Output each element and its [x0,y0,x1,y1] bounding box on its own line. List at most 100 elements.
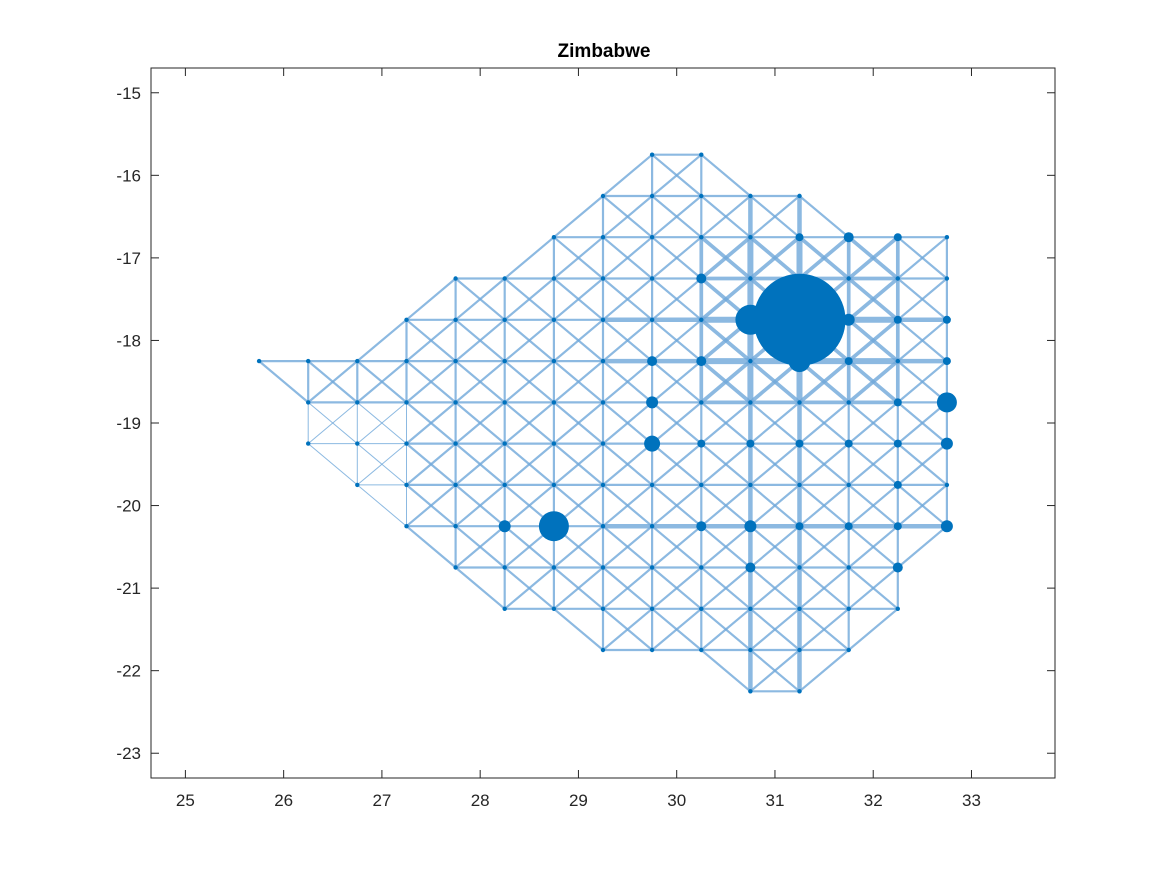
network-edge [601,442,654,486]
network-edge [650,483,703,528]
network-node [649,482,655,488]
network-node [797,689,802,694]
network-node [551,235,557,240]
x-tick-label: 29 [569,791,588,810]
network-edge [650,525,703,569]
network-node [502,441,507,446]
network-node [649,565,655,570]
network-node [355,400,360,405]
network-edge [601,360,654,404]
network-node [502,482,507,488]
network-edges [258,153,950,694]
network-node [551,482,557,488]
network-edge [405,360,457,404]
y-tick-label: -15 [116,84,141,103]
network-edge [552,194,605,239]
network-node [649,235,655,240]
network-node [502,565,507,570]
network-node [748,235,753,240]
network-node [699,400,704,405]
network-node [893,439,902,448]
network-node [355,482,360,488]
network-node [699,565,704,570]
network-node [846,606,851,611]
network-node [649,152,655,157]
network-node [843,232,854,243]
network-edge [650,442,703,486]
network-node [795,439,804,448]
network-edge [749,194,801,239]
network-node [844,439,853,448]
network-edge [601,525,654,569]
network-node [699,193,704,199]
network-edge [700,194,752,239]
network-node [797,606,802,611]
network-node [846,276,851,281]
network-node [893,398,902,407]
network-edge [601,483,654,528]
network-edge [454,566,506,610]
network-node [649,524,655,529]
network-edge [699,235,753,281]
network-node [795,522,804,531]
network-edge [405,483,457,528]
network-edge [650,194,703,239]
network-node [699,317,704,322]
network-node [748,606,753,611]
network-edge [454,525,506,569]
network-edge [503,442,556,486]
network-edge [798,648,850,693]
network-edge [749,401,801,445]
network-edge [896,442,949,486]
network-edge [896,483,949,528]
network-edge [405,318,457,363]
network-node [404,358,409,364]
network-edge [454,318,506,363]
network-edge [307,401,358,445]
y-tick-label: -21 [116,579,141,598]
network-edge [846,276,900,322]
network-edge [454,483,506,528]
network-node [551,358,557,364]
network-edge [700,648,752,693]
network-edge [503,236,556,280]
network-node [502,400,507,405]
network-edge [356,443,407,486]
network-node [895,276,900,281]
network-node [404,441,409,446]
network-edge [847,566,899,610]
x-tick-label: 31 [765,791,784,810]
network-node [355,358,360,364]
y-tick-label: -16 [116,166,141,185]
network-node [699,606,704,611]
network-node [844,357,853,366]
network-node [502,317,507,322]
network-edge [503,566,556,610]
network-node [453,482,458,488]
network-node [940,520,953,533]
network-edge [700,483,752,528]
y-tick-label: -17 [116,249,141,268]
network-node [306,358,311,364]
x-tick-label: 33 [962,791,981,810]
network-node [797,565,802,570]
network-edge [847,607,899,652]
y-tick-label: -22 [116,662,141,681]
network-node [744,520,757,533]
network-node [649,606,655,611]
network-node [551,317,557,322]
network-node [404,524,409,529]
network-edge [650,360,703,404]
network-edge [356,360,408,404]
network-edge [356,484,407,527]
network-edge [749,442,801,486]
network-edge [454,360,506,404]
network-edge [552,277,605,321]
network-node [753,273,846,366]
network-node [748,647,753,653]
network-node [893,315,902,324]
network-node [696,273,707,284]
network-edge [552,360,605,404]
network-node [697,439,706,448]
